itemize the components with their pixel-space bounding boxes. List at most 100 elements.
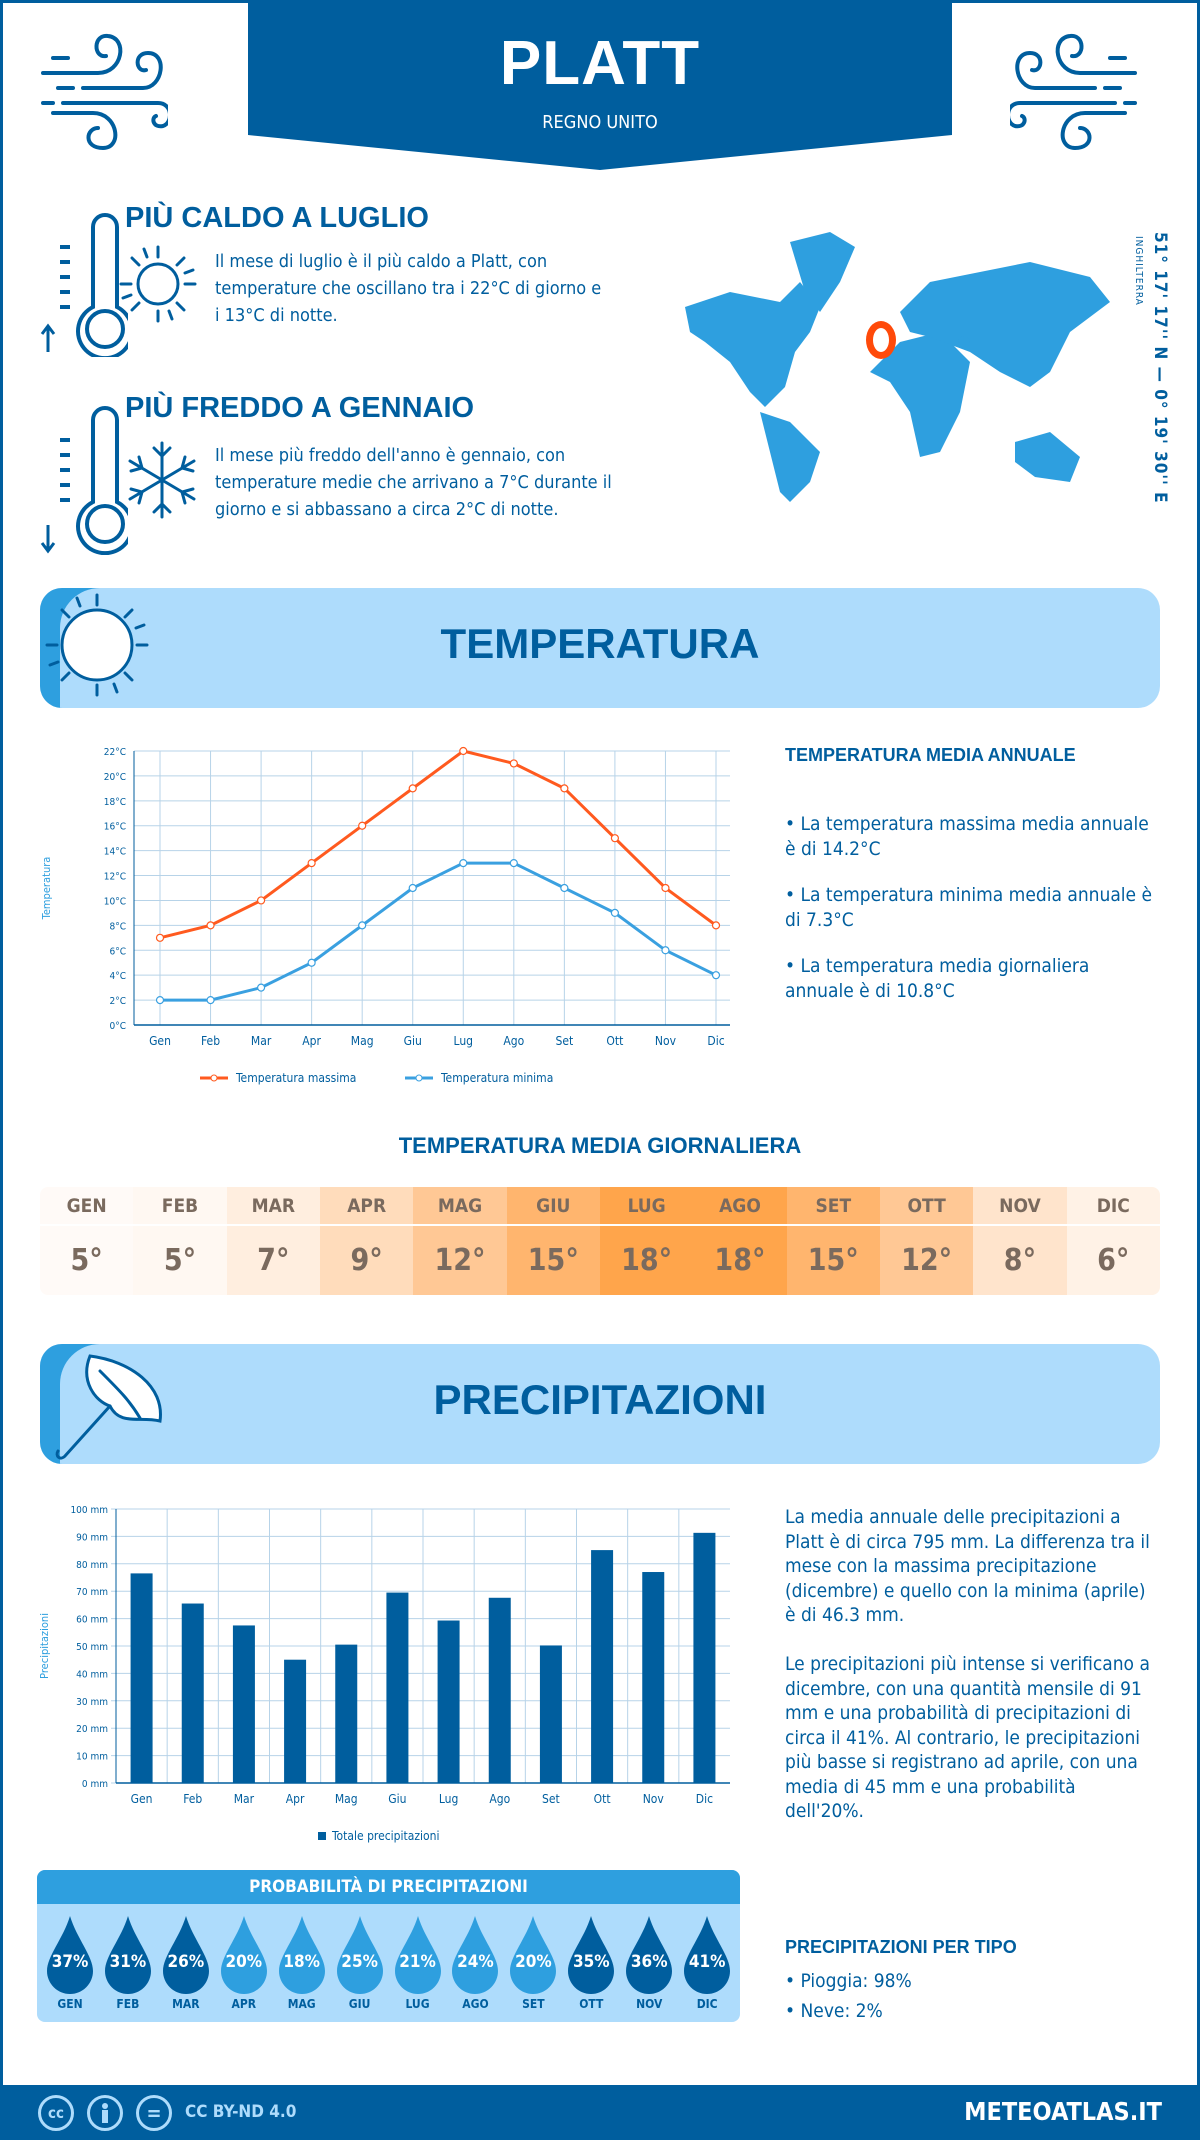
coldest-title: PIÙ FREDDO A GENNAIO (125, 392, 475, 424)
y-tick-label: 14°C (104, 847, 126, 858)
daily-month: DIC (1066, 1187, 1160, 1226)
y-tick-label: 8°C (109, 921, 126, 932)
sun-large-icon (45, 593, 149, 697)
footer: cc = CC BY-ND 4.0 METEOATLAS.IT (0, 2085, 1200, 2140)
temperature-banner: TEMPERATURA (40, 588, 1160, 708)
location-marker (866, 321, 896, 359)
precipitation-title: PRECIPITAZIONI (433, 1376, 767, 1423)
y-tick-label: 70 mm (76, 1587, 108, 1598)
precip-probability-drop: 24% AGO (446, 1904, 504, 2022)
daily-temp-cell: LUG 18° (599, 1187, 694, 1295)
site-link[interactable]: METEOATLAS.IT (964, 2097, 1162, 2126)
daily-temp-title: TEMPERATURA MEDIA GIORNALIERA (398, 1133, 802, 1158)
probability-month: APR (231, 1997, 257, 2011)
raindrop-icon (394, 1916, 441, 1994)
raindrop-icon (47, 1916, 93, 1994)
probability-value: 36% (630, 1952, 668, 1972)
bar (284, 1659, 307, 1783)
precip-type-rain: • Pioggia: 98% (785, 1970, 912, 1992)
probability-month: MAG (287, 1997, 316, 2011)
probability-month: LUG (405, 1997, 430, 2011)
coldest-text: Il mese più freddo dell'anno è gennaio, … (215, 445, 612, 520)
probability-value: 25% (341, 1952, 378, 1972)
data-point (307, 858, 316, 868)
probability-month: GIU (348, 1997, 371, 2011)
sun-icon (119, 245, 197, 323)
daily-month: GEN (40, 1187, 134, 1226)
precipitation-chart: 0 mm 10 mm 20 mm 30 mm 40 mm 50 mm 60 mm 70 mm 8… (38, 1505, 730, 1843)
umbrella-rain-icon (55, 1354, 162, 1460)
y-tick-label: 20°C (104, 772, 126, 783)
precip-paragraph: La media annuale delle precipitazioni a … (785, 1506, 1150, 1626)
y-tick-label: 10°C (104, 896, 126, 907)
daily-temp-cell: GEN 5° (40, 1187, 134, 1295)
precip-type-title: PRECIPITAZIONI PER TIPO (785, 1937, 1017, 1957)
daily-value: 18° (621, 1243, 673, 1278)
y-tick-label: 80 mm (76, 1560, 108, 1571)
x-tick-label: Ott (594, 1792, 611, 1806)
city-title: PLATT (499, 29, 701, 98)
x-tick-label: Apr (302, 1034, 321, 1048)
y-tick-label: 2°C (109, 996, 126, 1007)
bar (488, 1597, 511, 1783)
daily-value: 8° (1003, 1243, 1037, 1278)
x-tick-label: Lug (439, 1792, 459, 1806)
bar (693, 1532, 716, 1783)
precip-type-snow: • Neve: 2% (785, 2000, 883, 2022)
data-point (206, 995, 215, 1005)
legend-marker (415, 1074, 423, 1082)
probability-value: 26% (167, 1952, 205, 1972)
precip-paragraph: Le precipitazioni più intense si verific… (785, 1653, 1150, 1822)
data-point (256, 983, 266, 992)
probability-month: NOV (636, 1997, 663, 2011)
bar (642, 1572, 665, 1783)
daily-month: SET (786, 1187, 880, 1226)
y-tick-label: 100 mm (70, 1505, 108, 1516)
precip-probability-panel: PROBABILITÀ DI PRECIPITAZIONI 37% GEN 31% F… (37, 1870, 740, 2022)
x-tick-label: Dic (707, 1034, 724, 1048)
x-tick-label: Mar (251, 1034, 272, 1048)
x-tick-label: Ago (489, 1792, 510, 1806)
region-label: INGHILTERRA (1133, 236, 1144, 306)
daily-value: 5° (70, 1243, 103, 1278)
legend-label: Totale precipitazioni (331, 1829, 440, 1843)
daily-temp-cell: GIU 15° (506, 1187, 600, 1295)
hottest-title: PIÙ CALDO A LUGLIO (125, 202, 429, 234)
y-tick-label: 0°C (109, 1021, 126, 1032)
daily-value: 12° (434, 1243, 486, 1278)
probability-value: 24% (457, 1952, 494, 1972)
data-point (408, 784, 417, 793)
daily-month: AGO (693, 1187, 787, 1226)
daily-month: MAR (226, 1187, 320, 1226)
thermometer-down-icon (40, 406, 128, 555)
legend-label: Temperatura minima (440, 1071, 553, 1085)
raindrop-icon (162, 1916, 209, 1994)
country-subtitle: REGNO UNITO (542, 112, 658, 133)
bar (386, 1592, 409, 1783)
data-point (155, 995, 165, 1005)
precip-probability-drop: 25% GIU (331, 1904, 389, 2022)
x-tick-label: Ago (503, 1034, 524, 1048)
raindrop-icon (684, 1916, 731, 1994)
raindrop-icon (278, 1916, 325, 1994)
daily-month: OTT (879, 1187, 974, 1226)
x-tick-label: Lug (454, 1034, 474, 1048)
x-tick-label: Gen (131, 1792, 153, 1806)
daily-value: 6° (1097, 1243, 1130, 1278)
raindrop-icon (452, 1916, 499, 1994)
data-point (206, 921, 215, 930)
precip-probability-drop: 18% MAG (273, 1904, 331, 2022)
data-point (408, 883, 417, 893)
y-tick-label: 20 mm (76, 1724, 108, 1735)
data-point (610, 834, 620, 843)
series-line-max (159, 749, 717, 940)
y-tick-label: 22°C (104, 747, 126, 758)
y-axis-label: Precipitazioni (38, 1613, 51, 1679)
legend-marker (210, 1074, 218, 1082)
x-tick-label: Feb (183, 1792, 202, 1806)
data-point (560, 883, 569, 893)
probability-month: SET (522, 1997, 545, 2011)
probability-month: GEN (57, 1997, 83, 2011)
data-point (509, 759, 518, 768)
bar (232, 1625, 255, 1783)
